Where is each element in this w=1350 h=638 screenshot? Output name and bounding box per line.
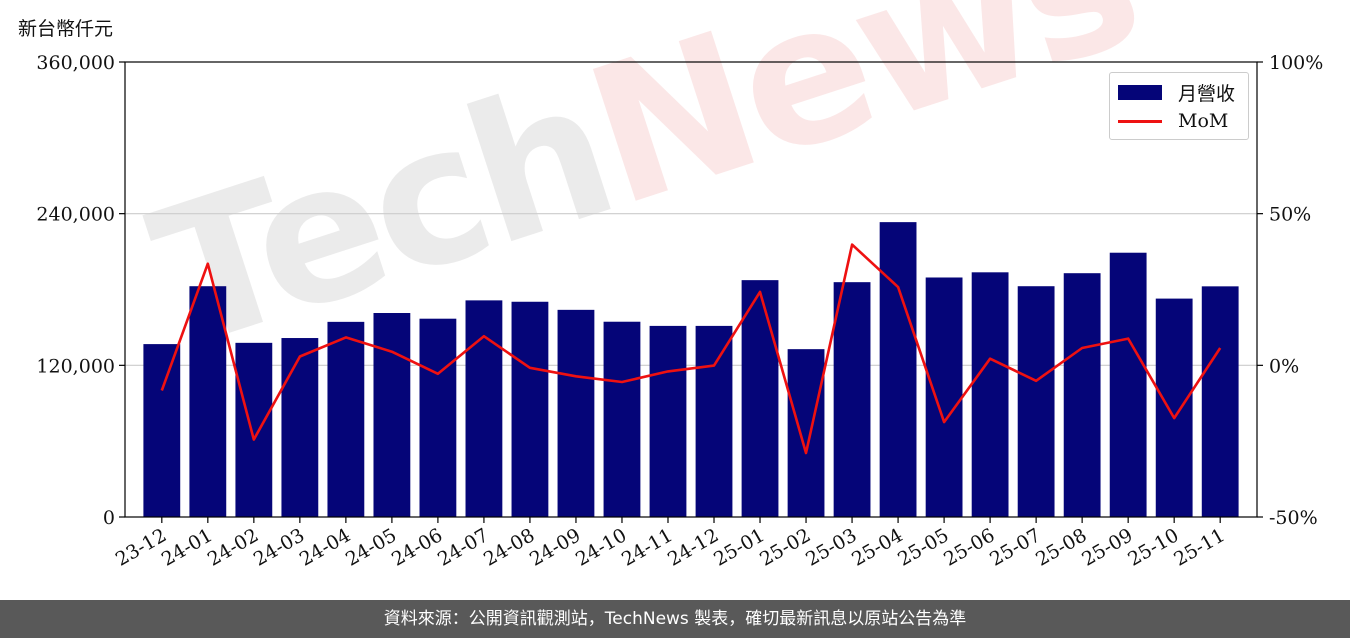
revenue-bar [143,344,181,517]
x-tick-label: 23-12 [112,524,170,570]
x-tick-label: 24-06 [388,524,446,570]
revenue-bar [741,280,779,517]
x-tick-label: 25-10 [1124,524,1182,570]
right-tick-label: 50% [1269,204,1311,226]
left-tick-label: 360,000 [36,52,115,74]
revenue-bar [419,318,457,517]
revenue-bar [603,321,641,517]
revenue-bar [281,338,319,517]
x-tick-label: 24-07 [434,524,492,570]
x-tick-label: 24-04 [296,524,354,570]
x-tick-label: 24-11 [618,524,676,570]
revenue-bar [189,286,227,517]
right-tick-label: -50% [1269,507,1318,529]
x-tick-label: 24-10 [572,524,630,570]
x-tick-label: 25-09 [1078,524,1136,570]
revenue-bar [1017,286,1055,517]
plot-frame [124,61,1258,518]
revenue-bar [971,272,1009,517]
right-tick-label: 0% [1269,355,1299,377]
revenue-bar [1155,298,1193,517]
x-tick-label: 25-05 [894,524,952,570]
mom-line [160,243,1222,455]
right-tick-label: 100% [1269,52,1323,74]
legend-label-revenue: 月營收 [1178,82,1236,105]
legend-swatch-line [1118,119,1162,123]
x-tick-label: 25-07 [986,524,1044,570]
x-tick-label: 25-01 [710,524,768,570]
x-tick-label: 25-04 [848,524,906,570]
x-tick-label: 24-01 [158,524,216,570]
legend-swatch-bar [1118,84,1162,100]
revenue-bar [511,301,549,517]
x-tick-label: 25-02 [756,524,814,570]
revenue-bar [465,300,503,517]
revenue-bar [1063,273,1101,517]
x-tick-label: 25-11 [1170,524,1228,570]
left-tick-label: 120,000 [36,355,115,377]
revenue-bar [787,349,825,517]
x-tick-label: 24-08 [480,524,538,570]
revenue-bar [925,277,963,517]
source-footer: 資料來源：公開資訊觀測站，TechNews 製表，確切最新訊息以原站公告為準 [0,600,1350,638]
revenue-chart: 0 120,000 240,000 360,000 -50% 0% 50% 100% 23-12… [36,52,1323,571]
legend-item-revenue: 月營收 [1118,81,1236,105]
x-tick-label: 25-03 [802,524,860,570]
chart-legend: 月營收 MoM [1109,72,1249,140]
revenue-bar [1201,286,1239,517]
legend-label-mom: MoM [1178,110,1229,132]
revenue-bar [373,313,411,517]
x-tick-label: 24-02 [204,524,262,570]
x-tick-label: 24-09 [526,524,584,570]
left-tick-label: 240,000 [36,204,115,226]
revenue-bar [235,342,273,517]
unit-label: 新台幣仟元 [18,18,114,40]
revenue-bar [1109,252,1147,518]
x-tick-label: 24-12 [664,524,722,570]
revenue-bar [833,282,871,517]
revenue-bar [695,325,733,517]
x-tick-label: 25-06 [940,524,998,570]
x-tick-label: 24-05 [342,524,400,570]
revenue-bar [327,321,365,517]
left-tick-label: 0 [103,507,115,529]
revenue-bar [649,325,687,517]
x-tick-label: 25-08 [1032,524,1090,570]
legend-item-mom: MoM [1118,110,1228,132]
revenue-bar [879,222,917,518]
x-tick-label: 24-03 [250,524,308,570]
revenue-bar [557,309,595,517]
